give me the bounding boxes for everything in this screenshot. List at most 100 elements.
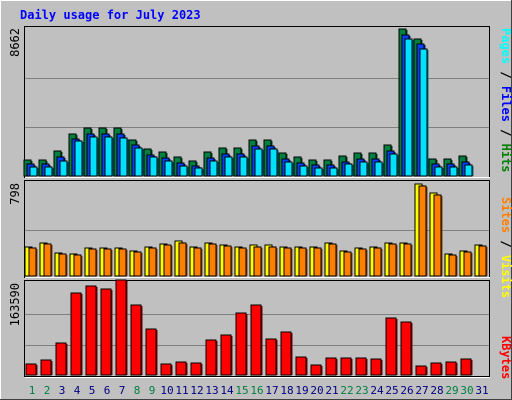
kbytes-legend: KBytes (499, 336, 512, 379)
sites-bar-face (253, 246, 262, 277)
kbytes-panel: 163590 KBytes (8, 279, 512, 379)
sites-bar (328, 243, 338, 277)
pages-bar (74, 140, 84, 177)
pages-bar-face (299, 165, 308, 177)
pages-bar (404, 38, 414, 177)
x-label: 16 (250, 384, 263, 397)
sites-bar (283, 247, 293, 277)
pages-bar-face (389, 153, 398, 177)
x-label: 28 (430, 384, 443, 397)
pages-bar-face (44, 166, 53, 177)
pages-bar-face (329, 167, 338, 177)
kbytes-bar-face (460, 358, 472, 376)
kbytes-bar-face (340, 357, 352, 376)
sites-bar (358, 248, 368, 277)
visits-legend-0: Sites (499, 197, 512, 233)
pages-bar (59, 160, 69, 177)
sites-bar-face (73, 254, 82, 277)
sites-bar (253, 246, 263, 277)
kbytes-bar (175, 361, 188, 376)
kbytes-bar (370, 358, 383, 376)
x-label: 9 (149, 384, 156, 397)
x-label: 14 (220, 384, 234, 397)
x-label: 10 (160, 384, 173, 397)
kbytes-bar (235, 312, 248, 376)
pages-bar (224, 156, 234, 177)
pages-bar-face (179, 165, 188, 177)
sites-bar-face (403, 243, 412, 277)
visits-ymax-label: 798 (8, 183, 22, 205)
sites-bar-face (433, 194, 442, 277)
sites-bar-face (388, 243, 397, 277)
kbytes-bars (25, 279, 473, 376)
sites-bar-face (88, 248, 97, 277)
sites-bar-face (223, 245, 232, 277)
x-label: 5 (89, 384, 96, 397)
hits-ymax-label: 8662 (8, 28, 22, 57)
x-label: 20 (310, 384, 323, 397)
hits-legend-0: Pages (499, 28, 512, 64)
hits-legend-2: Files (499, 86, 512, 122)
pages-bar-face (434, 166, 443, 177)
pages-bar (419, 48, 429, 177)
kbytes-bar (385, 317, 398, 376)
pages-bar (464, 164, 474, 177)
x-label: 2 (44, 384, 51, 397)
sites-bar (343, 251, 353, 277)
kbytes-bar-face (250, 304, 262, 376)
sites-bar (238, 247, 248, 277)
kbytes-bar (445, 361, 458, 376)
pages-bar-face (344, 163, 353, 177)
sites-bar-face (268, 246, 277, 277)
kbytes-bar (295, 356, 308, 376)
pages-bar-face (314, 167, 323, 177)
visits-legend-1: / (499, 233, 512, 255)
pages-bar (329, 167, 339, 177)
sites-bar-face (163, 244, 172, 277)
visits-legend-2: Visits (499, 255, 512, 298)
pages-bar-face (149, 156, 158, 177)
sites-bar-face (373, 247, 382, 277)
x-axis-labels: 1 2 3 4 5 6 7 8 9 10 11 12 13 14 15 16 17 18 19 20 21 22 23 24 2… (29, 384, 489, 397)
kbytes-bar-face (445, 361, 457, 376)
hits-legend-4: Hits (499, 144, 512, 173)
kbytes-bar-face (115, 279, 127, 376)
pages-bar-face (419, 48, 428, 177)
sites-bar-face (343, 251, 352, 277)
pages-bar-face (269, 148, 278, 177)
x-label: 31 (475, 384, 488, 397)
pages-bar-face (449, 166, 458, 177)
pages-bar-face (224, 156, 233, 177)
sites-bar (88, 248, 98, 277)
pages-bar-face (374, 161, 383, 177)
kbytes-bar (100, 288, 113, 376)
x-label: 13 (205, 384, 218, 397)
x-label: 29 (445, 384, 458, 397)
kbytes-bar-face (40, 359, 52, 376)
pages-bar (194, 167, 204, 177)
pages-bar (254, 148, 264, 177)
sites-bar (43, 243, 53, 277)
pages-bar (239, 156, 249, 177)
kbytes-bar-face (310, 364, 322, 376)
kbytes-bar-face (100, 288, 112, 376)
sites-bar-face (313, 247, 322, 277)
x-label: 11 (175, 384, 188, 397)
kbytes-legend-0: KBytes (499, 336, 512, 379)
kbytes-bar-face (415, 365, 427, 376)
kbytes-bar (430, 362, 443, 376)
x-label: 30 (460, 384, 473, 397)
sites-bar (73, 254, 83, 277)
sites-bar (448, 254, 458, 277)
kbytes-bar (85, 285, 98, 376)
pages-bar (434, 166, 444, 177)
visits-legend: Sites / Visits (499, 197, 512, 298)
sites-bar-face (58, 253, 67, 277)
kbytes-bar-face (325, 357, 337, 376)
sites-bar (163, 244, 173, 277)
sites-bar (313, 247, 323, 277)
x-label: 26 (400, 384, 413, 397)
x-label: 6 (104, 384, 111, 397)
pages-bar-face (209, 160, 218, 177)
